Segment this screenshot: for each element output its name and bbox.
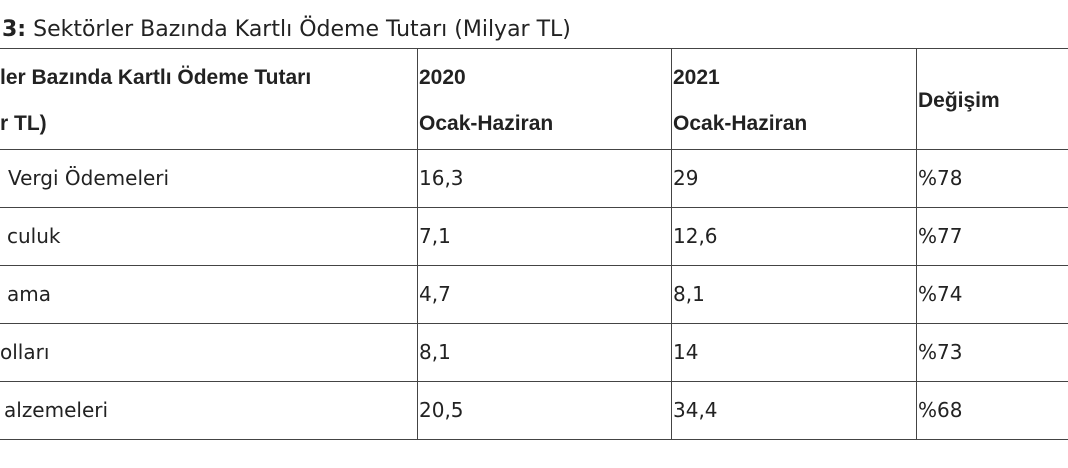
row-border <box>0 323 1068 324</box>
header-cell: r TL) <box>0 112 47 135</box>
table-cell: 8,1 <box>419 340 451 364</box>
table-cell: 7,1 <box>419 224 451 248</box>
header-cell: 2020 <box>419 66 466 89</box>
caption-label: 3: <box>2 17 27 42</box>
table-cell: alzemeleri <box>4 398 109 422</box>
table-cell: culuk <box>7 224 61 248</box>
column-border <box>916 48 917 439</box>
header-cell: 2021 <box>673 66 720 89</box>
table-cell: 34,4 <box>673 398 718 422</box>
header-cell: Ocak-Haziran <box>419 112 554 135</box>
table-cell: Vergi Ödemeleri <box>8 166 170 190</box>
table-cell: 14 <box>673 340 699 364</box>
table-cell: ama <box>7 282 51 306</box>
table-cell: 8,1 <box>673 282 705 306</box>
header-cell: Ocak-Haziran <box>673 112 808 135</box>
table-cell: olları <box>0 340 50 364</box>
table-cell: %68 <box>918 398 963 422</box>
caption-text: Sektörler Bazında Kartlı Ödeme Tutarı (M… <box>33 17 571 42</box>
row-border <box>0 149 1068 150</box>
caption: 3: Sektörler Bazında Kartlı Ödeme Tutarı… <box>2 16 571 44</box>
table-cell: %73 <box>918 340 963 364</box>
column-border <box>417 48 418 439</box>
row-border <box>0 265 1068 266</box>
table-cell: 4,7 <box>419 282 451 306</box>
table-cell: 16,3 <box>419 166 464 190</box>
row-border <box>0 207 1068 208</box>
table-cell: 12,6 <box>673 224 718 248</box>
row-border <box>0 439 1068 440</box>
table-cell: 20,5 <box>419 398 464 422</box>
row-border <box>0 381 1068 382</box>
table-cell: %78 <box>918 166 963 190</box>
table-cell: %77 <box>918 224 963 248</box>
header-cell: ler Bazında Kartlı Ödeme Tutarı <box>0 66 312 89</box>
header-cell: Değişim <box>918 89 1000 112</box>
row-border <box>0 48 1068 49</box>
table-cell: %74 <box>918 282 963 306</box>
table-cell: 29 <box>673 166 699 190</box>
column-border <box>671 48 672 439</box>
